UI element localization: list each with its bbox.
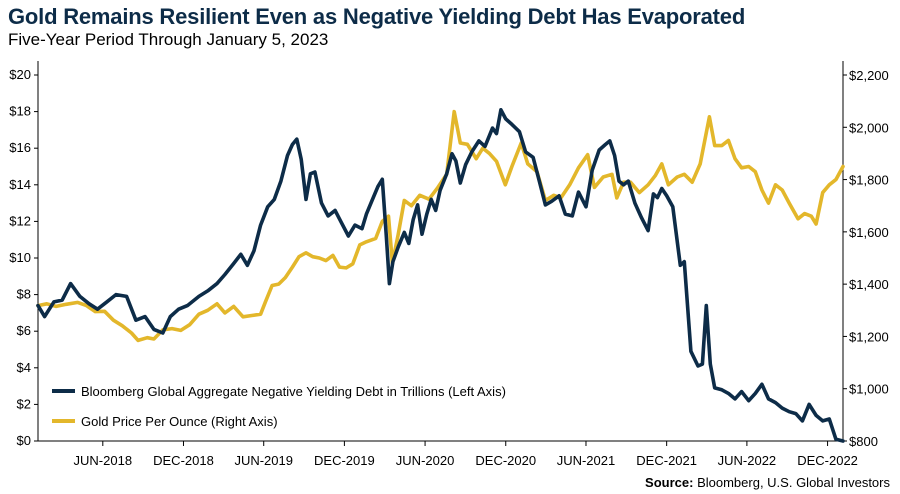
x-tick-label: JUN-2018 bbox=[74, 453, 133, 468]
source-text: Bloomberg, U.S. Global Investors bbox=[697, 475, 890, 490]
chart-axes: $0 $2 $4 $6 $8 $10 $12 $14 $16 $18 $20 $800 $1,000 $1… bbox=[9, 61, 889, 468]
y-right-tick-label: $2,000 bbox=[849, 120, 889, 135]
chart-legend: Bloomberg Global Aggregate Negative Yiel… bbox=[52, 384, 506, 429]
y-right-tick-label: $1,200 bbox=[849, 329, 889, 344]
x-tick-label: DEC-2018 bbox=[153, 453, 214, 468]
legend-item-gold-label: Gold Price Per Ounce (Right Axis) bbox=[81, 414, 278, 429]
y-left-tick-label: $6 bbox=[17, 323, 31, 338]
source-note: Source: Bloomberg, U.S. Global Investors bbox=[645, 475, 890, 490]
y-left-tick-label: $10 bbox=[9, 250, 31, 265]
series-line-negative-yielding-debt bbox=[36, 108, 845, 443]
x-tick-label: JUN-2021 bbox=[557, 453, 616, 468]
x-tick-label: DEC-2021 bbox=[636, 453, 697, 468]
chart-series bbox=[36, 108, 845, 443]
y-left-tick-label: $20 bbox=[9, 67, 31, 82]
y-right-tick-label: $1,800 bbox=[849, 173, 889, 188]
y-right-tick-label: $800 bbox=[849, 434, 878, 449]
x-tick-label: JUN-2022 bbox=[718, 453, 777, 468]
source-label: Source: bbox=[645, 475, 694, 490]
y-right-tick-label: $1,600 bbox=[849, 225, 889, 240]
y-right-tick-label: $2,200 bbox=[849, 68, 889, 83]
y-left-tick-label: $2 bbox=[17, 396, 31, 411]
y-left-tick-label: $8 bbox=[17, 287, 31, 302]
x-tick-label: JUN-2020 bbox=[396, 453, 455, 468]
y-left-tick-label: $4 bbox=[17, 360, 31, 375]
y-left-tick-label: $12 bbox=[9, 213, 31, 228]
x-tick-label: JUN-2019 bbox=[234, 453, 293, 468]
y-left-tick-label: $14 bbox=[9, 177, 31, 192]
x-tick-label: DEC-2019 bbox=[314, 453, 375, 468]
y-left-tick-label: $0 bbox=[17, 433, 31, 448]
series-line-gold-price bbox=[36, 109, 845, 343]
chart-subtitle: Five-Year Period Through January 5, 2023 bbox=[8, 30, 329, 49]
y-left-tick-label: $18 bbox=[9, 104, 31, 119]
legend-item-debt-label: Bloomberg Global Aggregate Negative Yiel… bbox=[81, 384, 506, 399]
y-left-tick-label: $16 bbox=[9, 140, 31, 155]
x-tick-label: DEC-2020 bbox=[475, 453, 536, 468]
y-right-tick-label: $1,400 bbox=[849, 277, 889, 292]
y-right-tick-label: $1,000 bbox=[849, 382, 889, 397]
x-tick-label: DEC-2022 bbox=[797, 453, 858, 468]
chart-title: Gold Remains Resilient Even as Negative … bbox=[8, 4, 746, 29]
